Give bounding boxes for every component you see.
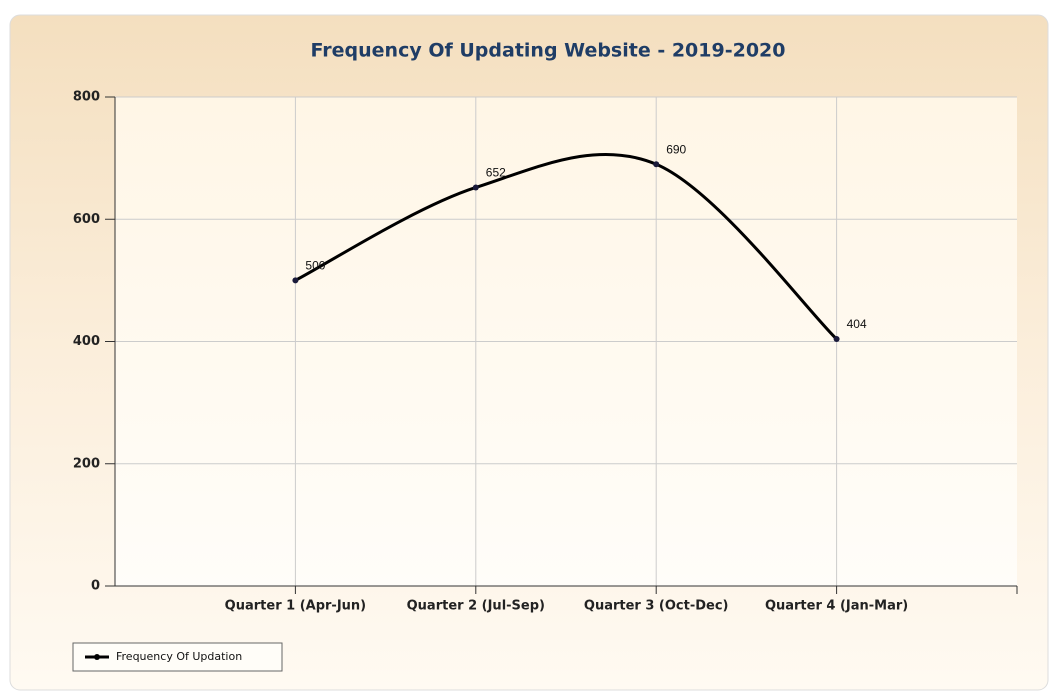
- y-tick-label: 0: [91, 579, 100, 594]
- x-tick-label: Quarter 2 (Jul-Sep): [407, 599, 545, 614]
- y-tick-label: 200: [73, 456, 100, 471]
- legend-marker: [94, 654, 100, 660]
- chart-title: Frequency Of Updating Website - 2019-202…: [311, 40, 786, 62]
- point: [472, 184, 479, 191]
- x-tick-label: Quarter 3 (Oct-Dec): [584, 599, 729, 614]
- data-label: 652: [486, 166, 506, 180]
- line: [294, 152, 838, 341]
- point: [653, 161, 660, 168]
- point: [833, 336, 840, 343]
- data-label: 690: [666, 142, 686, 156]
- legend-label: Frequency Of Updation: [116, 650, 242, 663]
- data-label: 500: [305, 259, 325, 273]
- y-tick-label: 600: [73, 212, 100, 227]
- data-label: 404: [847, 317, 867, 331]
- y-tick-label: 400: [73, 334, 100, 349]
- y-tick-label: 800: [73, 90, 100, 105]
- x-tick-label: Quarter 4 (Jan-Mar): [765, 599, 908, 614]
- point: [292, 277, 299, 284]
- x-tick-label: Quarter 1 (Apr-Jun): [225, 599, 366, 614]
